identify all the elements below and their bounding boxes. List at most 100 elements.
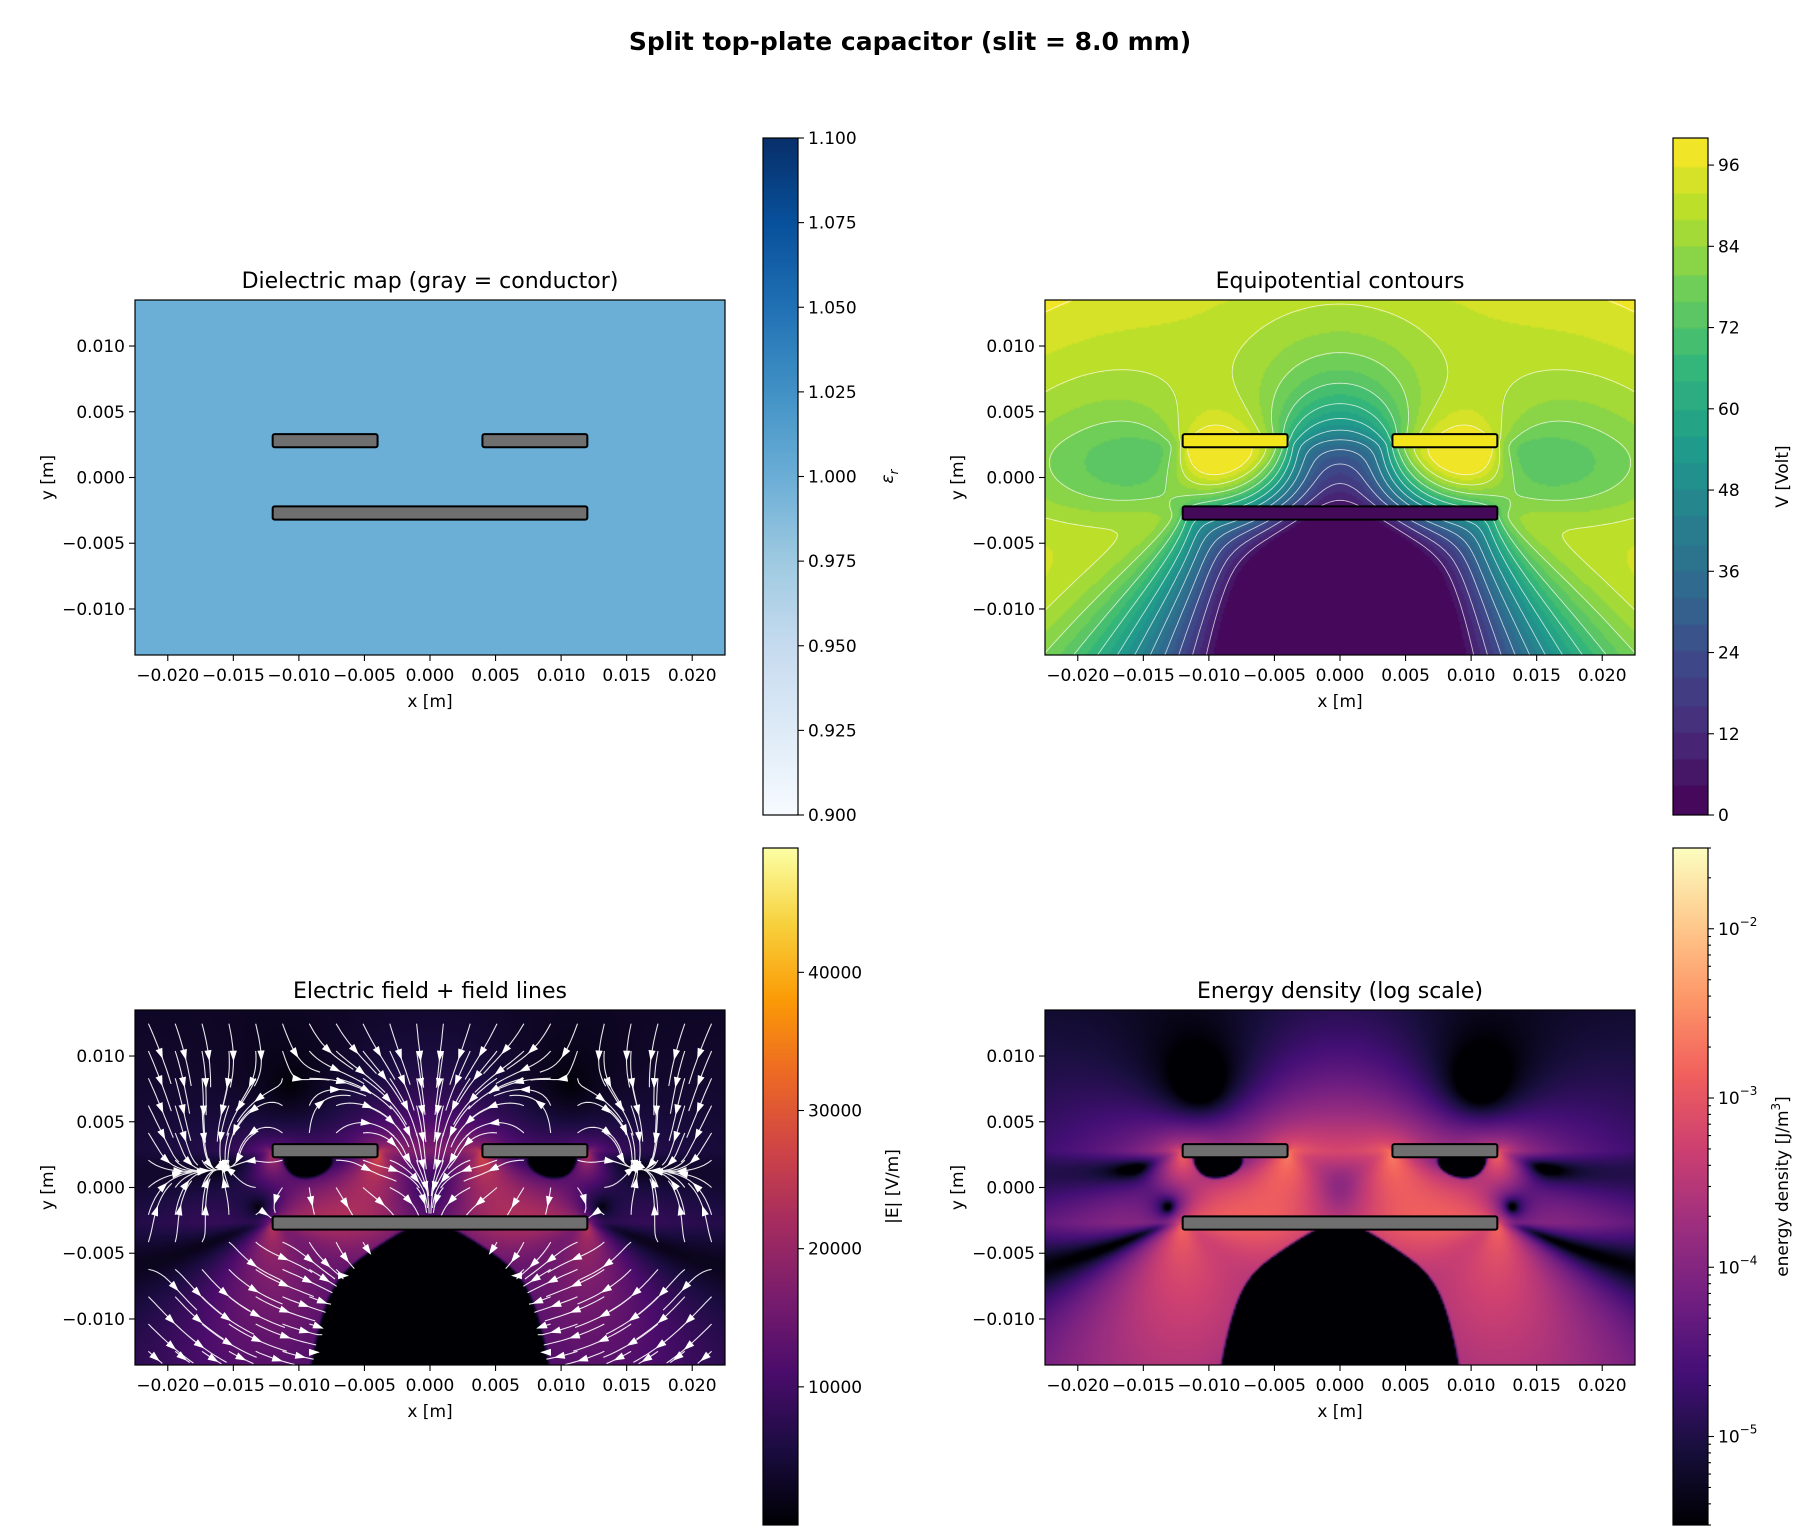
colorbar-tick-label: 1.075 [808,214,857,234]
y-tick-label: 0.000 [76,1179,125,1199]
panel-potential: −0.020 −0.015 −0.010 −0.005 0.000 0.005 0.010 0… [948,137,1793,826]
x-tick-label: −0.010 [267,1376,330,1396]
panel-title: Dielectric map (gray = conductor) [242,269,619,294]
conductor-plate [1181,505,1499,521]
colorbar-tick-label: 30000 [808,1102,862,1122]
x-tick-label: 0.020 [1578,666,1627,686]
y-tick-label: 0.000 [76,469,125,489]
y-tick-label: 0.005 [76,403,125,423]
x-axis-label: x [m] [1317,692,1362,712]
panels: −0.020 −0.015 −0.010 −0.005 0.000 0.005 0.010 0… [38,129,1793,1526]
x-tick-label: 0.015 [1512,666,1561,686]
figure-title: Split top-plate capacitor (slit = 8.0 mm… [629,27,1191,56]
colorbar-tick-label: 0.925 [808,721,857,741]
x-tick-label: 0.005 [471,666,520,686]
x-tick-label: −0.020 [136,1376,199,1396]
x-tick-label: 0.015 [602,1376,651,1396]
colorbar-tick-label: 96 [1718,156,1740,176]
conductor-plate [1391,1143,1499,1159]
colorbar-tick-label: 10−2 [1718,915,1757,940]
panel-efield: −0.020 −0.015 −0.010 −0.005 0.000 0.005 0.010 0… [38,847,903,1526]
y-axis-label: y [m] [948,455,968,500]
colorbar-tick-label: 1.025 [808,383,857,403]
x-tick-label: 0.010 [1447,1376,1496,1396]
y-tick-label: −0.010 [972,600,1035,620]
colorbar-tick-label: 0.975 [808,552,857,572]
conductor-plate [1391,433,1499,449]
panel-dielectric: −0.020 −0.015 −0.010 −0.005 0.000 0.005 0.010 0… [38,129,901,826]
y-axis-label: y [m] [38,1165,58,1210]
colorbar-label: |E| [V/m] [883,1149,903,1224]
colorbar-tick-label: 84 [1718,237,1740,257]
colorbar-tick-label: 1.100 [808,129,857,149]
y-tick-label: 0.005 [986,403,1035,423]
potential-colorbar: 0 12 24 36 48 60 72 84 96 V [Volt] [1672,137,1793,826]
colorbar-tick-label: 24 [1718,644,1740,664]
colorbar-label: V [Volt] [1773,445,1793,507]
conductor-plate [271,433,379,449]
panel-title: Equipotential contours [1216,269,1465,294]
colorbar-tick-label: 10000 [808,1378,862,1398]
y-tick-label: 0.005 [986,1113,1035,1133]
x-tick-label: 0.005 [1381,666,1430,686]
y-tick-label: 0.010 [986,1047,1035,1067]
x-tick-label: −0.015 [202,666,265,686]
y-tick-label: 0.010 [986,337,1035,357]
colorbar-tick-label: 36 [1718,562,1740,582]
y-tick-label: 0.005 [76,1113,125,1133]
conductor-plate [1181,1215,1499,1231]
y-tick-label: 0.010 [76,337,125,357]
colorbar-tick-label: 1.000 [808,468,857,488]
y-tick-label: 0.000 [986,469,1035,489]
colorbar-label: εr [878,468,901,483]
x-tick-label: −0.010 [1177,1376,1240,1396]
x-tick-label: 0.010 [1447,666,1496,686]
y-tick-label: −0.010 [62,1310,125,1330]
y-axis-label: y [m] [38,455,58,500]
colorbar-tick-label: 10−5 [1718,1423,1757,1448]
x-tick-label: −0.015 [1112,1376,1175,1396]
conductor-plate [271,505,589,521]
x-tick-label: −0.010 [267,666,330,686]
energy-colorbar: 10−5 10−4 10−3 10−2 energy density [J/m3] [1672,847,1793,1526]
x-tick-label: −0.005 [1243,1376,1306,1396]
x-tick-label: −0.010 [1177,666,1240,686]
colorbar-tick-label: 20000 [808,1240,862,1260]
colorbar-tick-label: 72 [1718,319,1740,339]
y-tick-label: −0.005 [62,1244,125,1264]
colorbar-tick-label: 12 [1718,725,1740,745]
y-tick-label: −0.005 [972,534,1035,554]
x-tick-label: 0.020 [668,666,717,686]
colorbar-tick-label: 0.900 [808,806,857,826]
y-tick-label: 0.000 [986,1179,1035,1199]
colorbar-tick-label: 40000 [808,963,862,983]
x-tick-label: −0.015 [1112,666,1175,686]
conductor-plate [271,1143,379,1159]
y-tick-label: −0.005 [972,1244,1035,1264]
potential-heatmap [1045,300,1635,655]
panel-energy: −0.020 −0.015 −0.010 −0.005 0.000 0.005 0.010 0… [948,847,1793,1526]
field-lines [147,1023,713,1365]
x-tick-label: 0.000 [1316,666,1365,686]
dielectric-heatmap [135,300,725,655]
x-tick-label: 0.010 [537,666,586,686]
x-tick-label: −0.015 [202,1376,265,1396]
conductor-plate [481,1143,589,1159]
x-tick-label: −0.005 [1243,666,1306,686]
colorbar-tick-label: 1.050 [808,298,857,318]
colorbar-label: energy density [J/m3] [1769,1096,1793,1277]
x-tick-label: −0.005 [333,666,396,686]
x-tick-label: 0.005 [1381,1376,1430,1396]
x-axis-label: x [m] [1317,1402,1362,1422]
colorbar-tick-label: 0 [1718,806,1729,826]
dielectric-colorbar: 0.900 0.925 0.950 0.975 1.000 1.025 1.050 1.075… [762,129,901,826]
x-tick-label: 0.015 [1512,1376,1561,1396]
x-tick-label: 0.010 [537,1376,586,1396]
x-tick-label: 0.000 [406,1376,455,1396]
x-tick-label: 0.000 [1316,1376,1365,1396]
x-tick-label: 0.020 [668,1376,717,1396]
colorbar-gradient [1673,848,1708,1525]
conductor-plate [481,433,589,449]
